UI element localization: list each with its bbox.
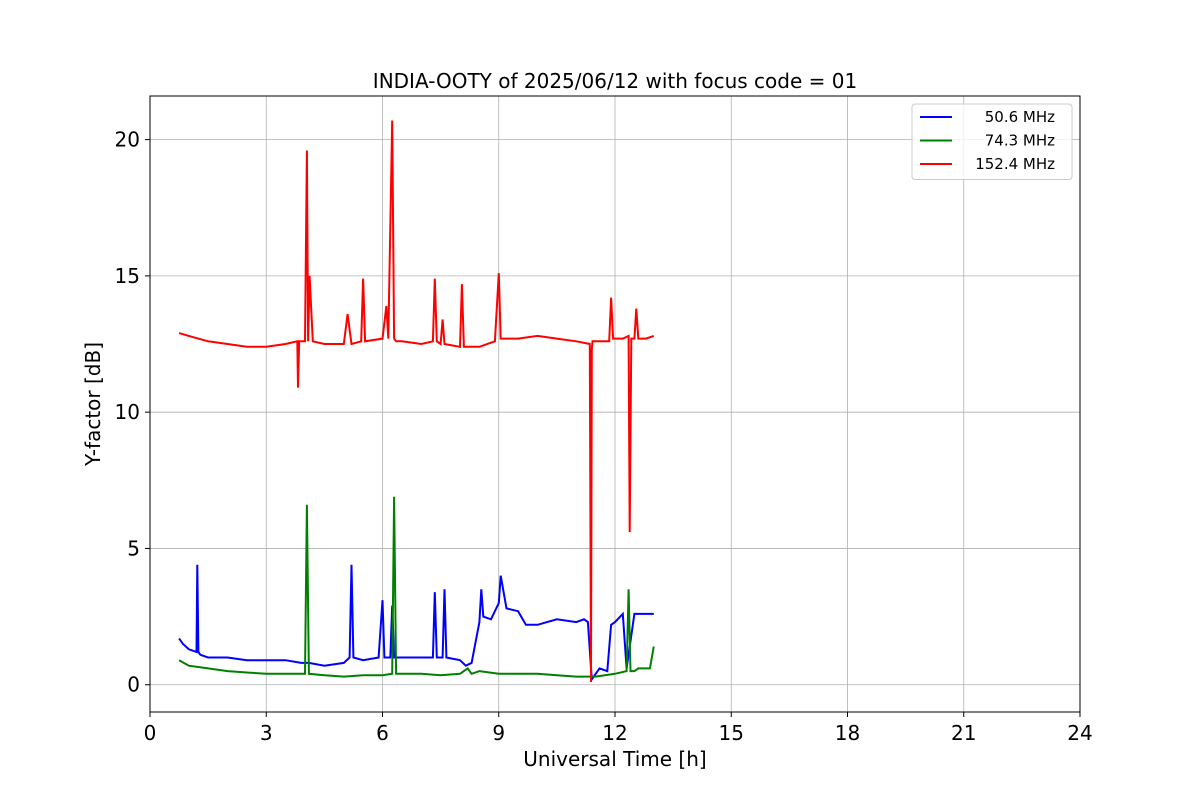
legend-label-152-4-mhz: 152.4 MHz xyxy=(975,155,1055,173)
y-tick-label: 15 xyxy=(115,264,140,288)
y-axis-label: Y-factor [dB] xyxy=(81,342,105,467)
x-axis-label: Universal Time [h] xyxy=(523,747,706,771)
legend-label-74-3-mhz: 74.3 MHz xyxy=(985,132,1055,150)
y-tick-label: 5 xyxy=(127,536,140,560)
x-tick-label: 9 xyxy=(492,721,505,745)
x-tick-label: 24 xyxy=(1067,721,1092,745)
series-line-50-6-mhz xyxy=(178,564,654,683)
y-tick-label: 0 xyxy=(127,673,140,697)
x-tick-label: 0 xyxy=(144,721,157,745)
series-line-74-3-mhz xyxy=(178,496,655,678)
ticks: 0 3 6 9 12 15 18 21 24 0 5 10 15 20 xyxy=(115,128,1093,745)
legend-box xyxy=(911,103,1073,180)
x-tick-label: 15 xyxy=(719,721,744,745)
series-line-152-4-mhz xyxy=(178,120,655,683)
x-tick-label: 6 xyxy=(376,721,389,745)
x-tick-label: 18 xyxy=(835,721,860,745)
x-tick-label: 21 xyxy=(951,721,976,745)
legend: 50.6 MHz 74.3 MHz 152.4 MHz xyxy=(911,103,1073,180)
y-tick-label: 20 xyxy=(115,128,140,152)
legend-label-50-6-mhz: 50.6 MHz xyxy=(985,108,1055,126)
y-tick-label: 10 xyxy=(115,400,140,424)
x-tick-label: 12 xyxy=(602,721,627,745)
chart-title: INDIA-OOTY of 2025/06/12 with focus code… xyxy=(373,69,857,93)
x-tick-label: 3 xyxy=(260,721,273,745)
plot-lines xyxy=(178,120,655,683)
